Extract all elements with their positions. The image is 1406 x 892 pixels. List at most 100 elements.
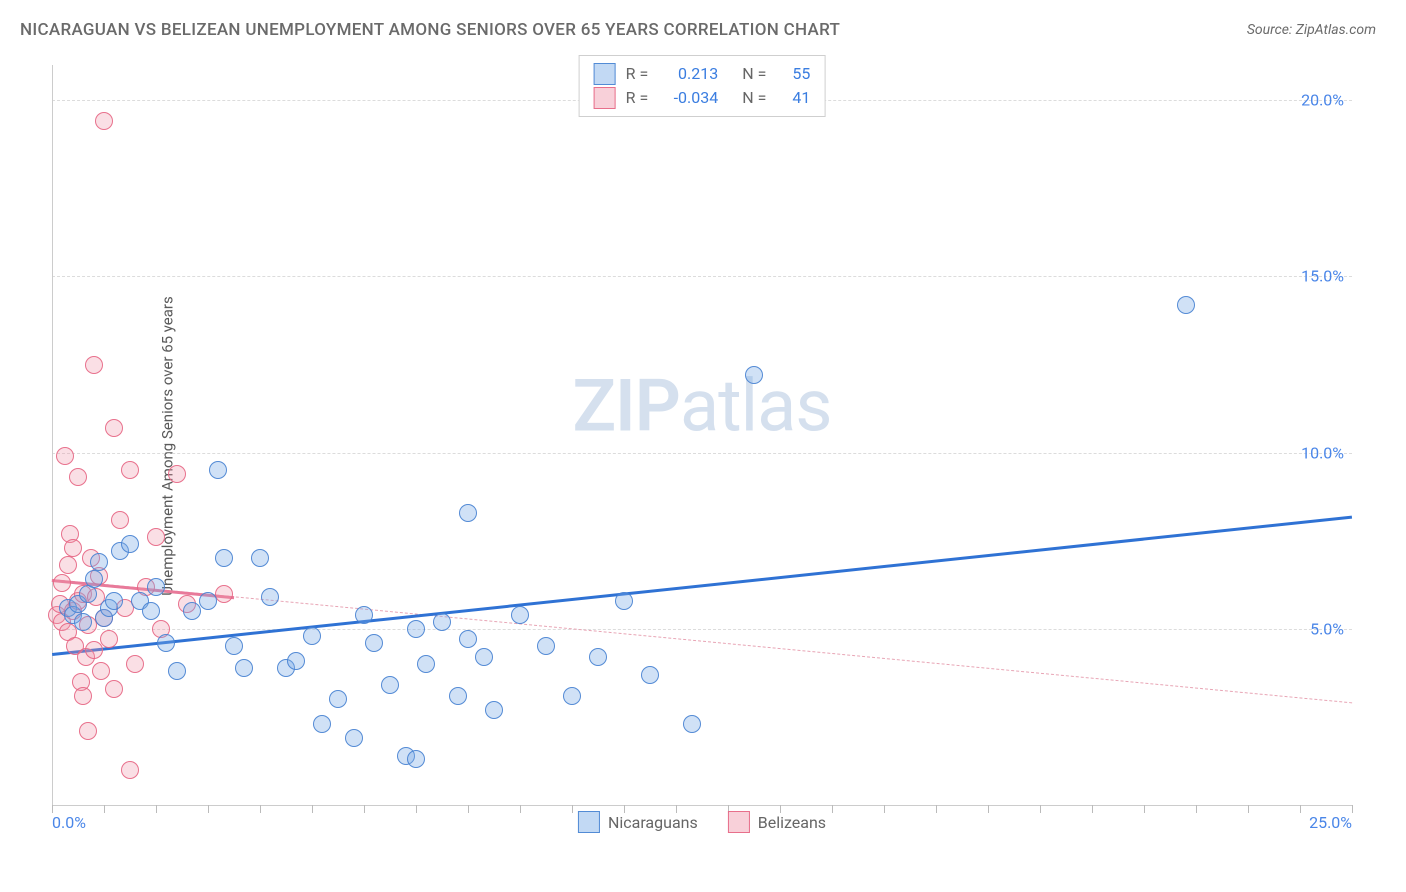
gridline — [52, 629, 1352, 630]
data-point — [475, 648, 493, 666]
data-point — [126, 655, 144, 673]
data-point — [74, 613, 92, 631]
x-tick — [1092, 805, 1093, 813]
data-point — [485, 701, 503, 719]
data-point — [95, 112, 113, 130]
data-point — [433, 613, 451, 631]
data-point — [105, 592, 123, 610]
data-point — [261, 588, 279, 606]
x-tick — [208, 805, 209, 813]
x-tick-label-min: 0.0% — [52, 813, 86, 831]
x-axis — [52, 805, 1352, 806]
legend-n-value: 41 — [780, 86, 810, 110]
correlation-legend: R =0.213N =55R =-0.034N =41 — [579, 55, 826, 117]
data-point — [215, 585, 233, 603]
data-point — [147, 528, 165, 546]
legend-series-label: Belizeans — [758, 813, 826, 832]
data-point — [563, 687, 581, 705]
data-point — [105, 419, 123, 437]
data-point — [56, 447, 74, 465]
data-point — [183, 602, 201, 620]
source-label: Source: ZipAtlas.com — [1247, 22, 1376, 38]
data-point — [745, 366, 763, 384]
data-point — [381, 676, 399, 694]
data-point — [92, 662, 110, 680]
x-tick — [832, 805, 833, 813]
data-point — [329, 690, 347, 708]
data-point — [85, 570, 103, 588]
data-point — [111, 511, 129, 529]
x-tick — [260, 805, 261, 813]
data-point — [313, 715, 331, 733]
x-tick-label-max: 25.0% — [1309, 813, 1352, 861]
x-tick — [1300, 805, 1301, 813]
data-point — [121, 461, 139, 479]
x-tick — [104, 805, 105, 813]
x-tick — [1040, 805, 1041, 813]
data-point — [683, 715, 701, 733]
data-point — [209, 461, 227, 479]
data-point — [365, 634, 383, 652]
data-point — [64, 539, 82, 557]
data-point — [407, 620, 425, 638]
legend-r-value: -0.034 — [662, 86, 718, 110]
data-point — [417, 655, 435, 673]
data-point — [85, 641, 103, 659]
x-tick — [1352, 805, 1353, 813]
data-point — [449, 687, 467, 705]
data-point — [355, 606, 373, 624]
data-point — [345, 729, 363, 747]
legend-n-label: N = — [742, 62, 766, 86]
x-tick — [1144, 805, 1145, 813]
data-point — [511, 606, 529, 624]
x-tick — [1196, 805, 1197, 813]
x-tick — [1248, 805, 1249, 813]
data-point — [251, 549, 269, 567]
data-point — [100, 630, 118, 648]
watermark: ZIPatlas — [572, 364, 831, 449]
data-point — [459, 630, 477, 648]
y-tick-label: 5.0% — [1310, 619, 1344, 638]
legend-swatch — [578, 811, 600, 833]
y-tick-label: 20.0% — [1301, 91, 1344, 110]
x-tick — [52, 805, 53, 813]
data-point — [199, 592, 217, 610]
gridline — [52, 453, 1352, 454]
scatter-plot: ZIPatlas 5.0%10.0%15.0%20.0%0.0%25.0%R =… — [52, 55, 1352, 835]
data-point — [235, 659, 253, 677]
legend-swatch — [728, 811, 750, 833]
x-tick — [156, 805, 157, 813]
data-point — [1177, 296, 1195, 314]
y-axis — [52, 65, 53, 805]
y-tick-label: 10.0% — [1301, 443, 1344, 462]
x-tick — [936, 805, 937, 813]
chart-title: NICARAGUAN VS BELIZEAN UNEMPLOYMENT AMON… — [20, 20, 840, 40]
data-point — [215, 549, 233, 567]
data-point — [59, 556, 77, 574]
x-tick — [468, 805, 469, 813]
regression-line — [52, 579, 1352, 703]
legend-r-label: R = — [626, 86, 649, 110]
data-point — [53, 574, 71, 592]
x-tick — [884, 805, 885, 813]
regression-line — [52, 516, 1352, 656]
data-point — [168, 465, 186, 483]
legend-n-value: 55 — [780, 62, 810, 86]
data-point — [287, 652, 305, 670]
data-point — [79, 722, 97, 740]
legend-r-value: 0.213 — [662, 62, 718, 86]
data-point — [615, 592, 633, 610]
x-tick — [520, 805, 521, 813]
data-point — [147, 578, 165, 596]
x-tick — [312, 805, 313, 813]
data-point — [69, 468, 87, 486]
data-point — [407, 750, 425, 768]
data-point — [641, 666, 659, 684]
legend-swatch — [594, 87, 616, 109]
data-point — [121, 535, 139, 553]
data-point — [121, 761, 139, 779]
x-tick — [988, 805, 989, 813]
gridline — [52, 276, 1352, 277]
data-point — [225, 637, 243, 655]
data-point — [459, 504, 477, 522]
